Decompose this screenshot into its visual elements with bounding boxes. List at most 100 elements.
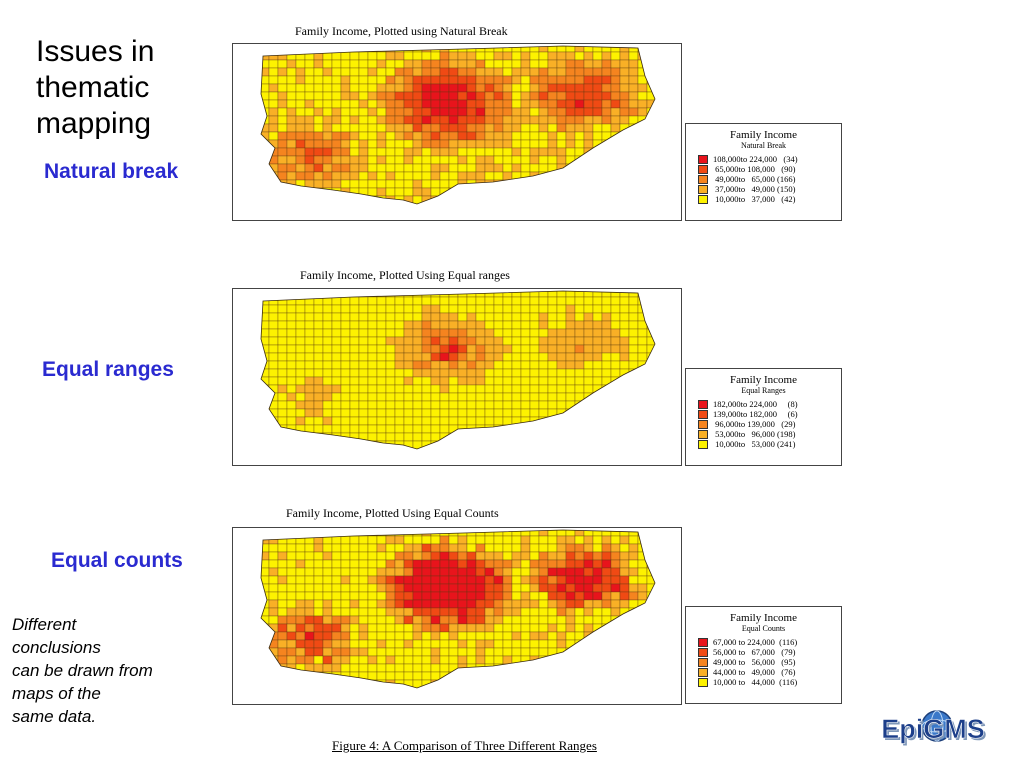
map-tract [619,352,630,362]
map-tract [421,583,432,593]
map-tract [242,457,251,465]
map-tract [484,607,495,617]
map-tract [233,393,242,401]
map-tract [340,679,351,688]
map-tract [656,616,665,624]
map-tract [367,75,378,85]
map-tract [601,432,612,442]
map-tract [484,543,495,553]
map-tract [358,312,369,322]
map-tract [376,432,387,442]
map-tract [286,83,297,93]
map-tract [376,59,387,69]
label-natural-break: Natural break [44,160,179,183]
map-tract [592,336,603,346]
map-tract [332,696,341,704]
map-tract [277,392,288,402]
map-tract [421,623,432,633]
map-tract [286,559,297,569]
map-tract [656,313,665,321]
map-tract [295,591,306,601]
map-tract [556,432,567,442]
map-tract [665,680,674,688]
map-tract [548,457,557,465]
map-tract [412,623,423,633]
map-tract [538,663,549,673]
map-tract [376,147,387,157]
map-tract [592,203,603,204]
map-tract [583,655,594,665]
map-tract [601,631,612,641]
map-tract [511,384,522,394]
map-tract [358,320,369,330]
map-tract [277,440,288,449]
map-tract [538,687,549,688]
map-tract [367,567,378,577]
map-tract [493,647,504,657]
map-tract [637,376,648,386]
map-tract [268,131,279,141]
map-tract [261,671,270,681]
map-tract [547,623,558,633]
map-tract [403,99,414,109]
map-tract [242,600,251,608]
map-tract [592,291,603,298]
map-tract [286,432,297,442]
map-tract [674,544,681,552]
map-tract [251,608,260,616]
map-tract [277,320,288,330]
map-tract [646,376,655,386]
map-tract [349,376,360,386]
map-tract [646,139,655,149]
map-tract [251,688,260,696]
map-tract [665,393,674,401]
map-tract [376,543,387,553]
map-tract [484,91,495,101]
map-tract [529,591,540,601]
map-tract [251,568,260,576]
map-tract [475,171,486,181]
map-tract [502,400,513,410]
map-tract [529,583,540,593]
map-tract [601,59,612,69]
map-tract [493,432,504,442]
map-tract [251,664,260,672]
map-tract [502,607,513,617]
map-tract [457,440,468,449]
map-tract [457,623,468,633]
map-tract [529,91,540,101]
map-tract [601,320,612,330]
map-tract [674,552,681,560]
map-tract [457,360,468,370]
map-tract [251,140,260,148]
map-tract [619,647,630,657]
map-tract [313,400,324,410]
map-tract [367,304,378,314]
map-tract [286,123,297,133]
map-tract [646,416,655,426]
map-tract [656,148,665,156]
map-tract [457,312,468,322]
map-tract [512,457,521,465]
map-tract [385,368,396,378]
map-tract [610,535,621,545]
map-tract [511,559,522,569]
map-tract [242,560,251,568]
map-tract [646,655,655,665]
map-tract [475,559,486,569]
map-tract [466,687,477,688]
map-tract [403,155,414,165]
map-tract [656,84,665,92]
map-tract [277,304,288,314]
map-tract [520,535,531,545]
map-tract [547,187,558,197]
map-tract [610,312,621,322]
map-tract [349,440,360,449]
map-tract [277,384,288,394]
map-tract [593,457,602,465]
map-tract [313,123,324,133]
map-tract [601,663,612,673]
map-tract [385,639,396,649]
map-tract [251,180,260,188]
map-tract [475,416,486,426]
